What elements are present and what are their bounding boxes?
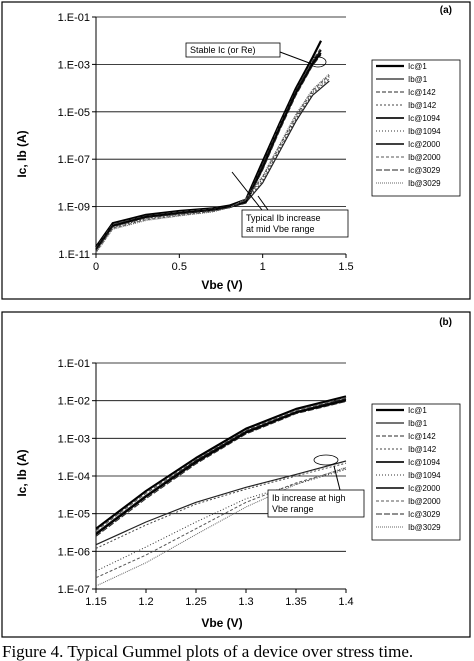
legend-label: Ic@3029 <box>408 166 441 175</box>
legend-label: Ic@142 <box>408 88 436 97</box>
panel-b-grid <box>96 362 346 552</box>
series-line <box>95 399 347 536</box>
x-tick-label: 1.2 <box>138 596 153 608</box>
panel-b-frame <box>1 311 471 638</box>
y-tick-label: 1.E-05 <box>58 509 90 521</box>
y-tick-label: 1.E-11 <box>58 249 90 261</box>
panel-a-y-ticks: 1.E-11 1.E-09 1.E-07 1.E-05 1.E-03 1.E-01 <box>58 12 96 261</box>
panel-a-annotation-ib-line1: Typical Ib increase <box>246 213 321 223</box>
series-line <box>95 401 347 537</box>
legend-label: Ib@1 <box>408 419 428 428</box>
legend-label: Ic@2000 <box>408 140 441 149</box>
legend-label: Ib@3029 <box>408 523 441 532</box>
panel-b-x-ticks: 1.15 1.2 1.25 1.3 1.35 1.4 <box>85 589 354 608</box>
y-tick-label: 1.E-07 <box>58 154 90 166</box>
series-line <box>95 460 347 546</box>
panel-a-annotation-ib-arrow-2 <box>257 195 269 211</box>
panel-b-x-axis-label: Vbe (V) <box>201 616 242 630</box>
series-line <box>95 73 330 254</box>
panel-a-label: (a) <box>440 5 452 16</box>
panel-a-x-axis-label: Vbe (V) <box>201 278 242 292</box>
figure-caption: Figure 4. Typical Gummel plots of a devi… <box>2 642 413 661</box>
y-tick-label: 1.E-01 <box>58 358 90 370</box>
series-line <box>95 395 347 530</box>
panel-b-annotation-line2: Vbe range <box>272 504 314 514</box>
panel-a-axes <box>95 17 346 255</box>
panel-b-series <box>95 395 347 587</box>
series-line <box>95 40 322 248</box>
panel-a-annotation-ib-box <box>241 209 349 238</box>
panel-a-annotation-stable-arrow <box>279 51 313 65</box>
y-tick-label: 1.E-04 <box>58 471 90 483</box>
series-line <box>95 468 347 572</box>
series-line <box>95 54 322 251</box>
legend-label: Ib@1094 <box>408 127 441 136</box>
panel-a-annotation-stable-box <box>185 42 281 58</box>
series-line <box>95 462 347 549</box>
legend-label: Ic@1094 <box>408 114 441 123</box>
y-tick-label: 1.E-03 <box>58 433 90 445</box>
legend-label: Ic@3029 <box>408 510 441 519</box>
legend-label: Ib@1 <box>408 75 428 84</box>
panel-a-y-axis-label: Ic, Ib (A) <box>15 130 29 177</box>
panel-b-annotation-box <box>267 489 365 518</box>
series-line <box>95 467 347 579</box>
panel-b-y-ticks: 1.E-07 1.E-06 1.E-05 1.E-04 1.E-03 1.E-02 1.E-… <box>58 358 96 596</box>
y-tick-label: 1.E-06 <box>58 546 90 558</box>
x-tick-label: 1.4 <box>338 596 353 608</box>
x-tick-label: 1.3 <box>238 596 253 608</box>
panel-a-annotation-ib-arrow-1 <box>231 171 263 211</box>
series-line <box>95 397 347 532</box>
legend-label: Ib@2000 <box>408 153 441 162</box>
panel-a-legend-box <box>371 59 461 197</box>
y-tick-label: 1.E-05 <box>58 107 90 119</box>
x-tick-label: 0.5 <box>172 261 187 273</box>
panel-b-annotation-ellipse <box>313 454 339 466</box>
series-line <box>95 466 347 587</box>
legend-label: Ic@142 <box>408 432 436 441</box>
panel-b-annotation-line1: Ib increase at high <box>272 493 346 503</box>
legend-label: Ic@2000 <box>408 484 441 493</box>
legend-label: Ib@3029 <box>408 179 441 188</box>
panel-a-x-ticks: 0 0.5 1 1.5 <box>93 254 354 273</box>
panel-a-annotation-stable: Stable Ic (or Re) <box>190 45 256 55</box>
y-tick-label: 1.E-09 <box>58 202 90 214</box>
x-tick-label: 1.35 <box>285 596 306 608</box>
panel-b-label: (b) <box>439 317 452 328</box>
x-tick-label: 1.15 <box>85 596 106 608</box>
panel-a-annotation-stable-ellipse <box>309 56 327 68</box>
y-tick-label: 1.E-02 <box>58 396 90 408</box>
panel-a-frame <box>1 1 471 300</box>
x-tick-label: 1.25 <box>185 596 206 608</box>
x-tick-label: 1.5 <box>338 261 353 273</box>
legend-label: Ib@142 <box>408 445 437 454</box>
series-line <box>95 74 330 253</box>
panel-b-annotation-arrow <box>333 465 341 491</box>
y-tick-label: 1.E-03 <box>58 59 90 71</box>
panel-b-legend: Ic@1 Ib@1 Ic@142 Ib@142 Ic@1094 Ib@1094 Ic@200… <box>371 403 461 541</box>
legend-label: Ic@1 <box>408 406 427 415</box>
legend-label: Ib@142 <box>408 101 437 110</box>
series-line <box>95 52 322 251</box>
panel-a-annotation-ib-line2: at mid Vbe range <box>246 224 315 234</box>
x-tick-label: 1 <box>260 261 266 273</box>
series-line <box>95 398 347 535</box>
y-tick-label: 1.E-07 <box>58 584 90 596</box>
panel-b-y-axis-label: Ic, Ib (A) <box>15 449 29 496</box>
panel-a-legend: Ic@1 Ib@1 Ic@142 Ib@142 Ic@1094 Ib@1094 Ic@200… <box>371 59 461 197</box>
panel-b-legend-box <box>371 403 461 541</box>
x-tick-label: 0 <box>93 261 99 273</box>
legend-label: Ic@1094 <box>408 458 441 467</box>
panel-a-series <box>95 40 330 254</box>
y-tick-label: 1.E-01 <box>58 12 90 24</box>
legend-label: Ib@1094 <box>408 471 441 480</box>
legend-label: Ib@2000 <box>408 497 441 506</box>
legend-label: Ic@1 <box>408 62 427 71</box>
